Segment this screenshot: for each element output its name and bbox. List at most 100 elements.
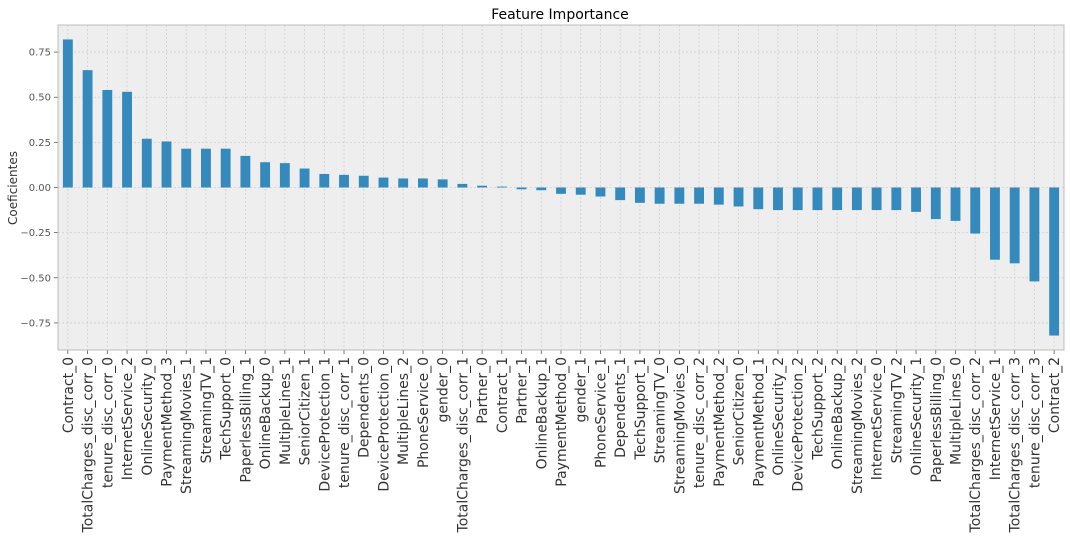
bar [1009, 187, 1020, 264]
x-tick-label: Contract_0 [61, 357, 77, 433]
bar [694, 187, 705, 204]
x-tick-label: SeniorCitizen_1 [298, 357, 314, 465]
bar [634, 187, 645, 203]
bar [82, 70, 93, 188]
bar [1029, 187, 1040, 282]
x-tick-label: InternetService_1 [988, 357, 1004, 480]
x-tick-label: TechSupport_2 [810, 357, 826, 461]
bar [930, 187, 941, 220]
chart-title: Feature Importance [491, 7, 629, 23]
x-tick-label: tenure_disc_corr_2 [692, 357, 708, 488]
bar [773, 187, 783, 211]
x-tick-label: PhoneService_0 [416, 357, 432, 468]
x-tick-label: PaymentMethod_0 [554, 357, 570, 487]
x-tick-label: PaperlessBilling_1 [238, 357, 254, 483]
x-tick-label: Dependents_1 [613, 357, 629, 458]
x-tick-label: TotalCharges_disc_corr_1 [455, 357, 471, 533]
bar [201, 148, 211, 188]
bar [950, 187, 961, 221]
x-tick-label: PaymentMethod_1 [751, 357, 767, 487]
bar [417, 178, 428, 188]
x-tick-label: OnlineSecurity_1 [909, 357, 925, 476]
x-tick-label: tenure_disc_corr_3 [1027, 357, 1043, 488]
x-tick-label: PaymentMethod_2 [712, 357, 728, 487]
x-tick-label: Dependents_0 [357, 357, 373, 458]
bar [319, 173, 330, 188]
x-tick-label: SeniorCitizen_0 [732, 357, 748, 465]
y-axis-label: Coeficientes [6, 151, 20, 225]
bar [437, 179, 448, 188]
x-tick-label: MultipleLines_2 [396, 357, 412, 465]
bar [240, 155, 251, 188]
y-tick-label: 0.50 [29, 93, 51, 104]
bar [181, 148, 192, 188]
x-tick-label: TotalCharges_disc_corr_0 [81, 357, 97, 533]
x-tick-label: gender_1 [574, 357, 590, 423]
bar [674, 187, 685, 204]
x-tick-label: StreamingTV_2 [889, 357, 905, 463]
x-tick-label: TechSupport_1 [633, 357, 649, 461]
bar [556, 187, 566, 194]
y-tick-label: 0.00 [29, 183, 51, 194]
bar [970, 187, 981, 234]
bar [615, 187, 626, 201]
bar [477, 185, 488, 188]
bar [595, 187, 606, 197]
bar [911, 187, 921, 212]
y-tick-label: 0.75 [29, 48, 51, 59]
bar [62, 39, 73, 188]
bar [279, 163, 290, 188]
x-tick-label: OnlineBackup_0 [258, 357, 274, 469]
x-tick-label: TotalCharges_disc_corr_3 [1008, 357, 1024, 533]
bar [1049, 187, 1060, 336]
bar [753, 187, 764, 210]
bar [339, 174, 349, 188]
bar [792, 187, 803, 211]
bar [122, 91, 132, 188]
y-tick-label: 0.25 [29, 138, 51, 149]
bar [102, 90, 113, 188]
x-tick-label: StreamingMovies_0 [672, 357, 688, 494]
bar [536, 187, 547, 191]
bar [871, 187, 882, 211]
x-tick-label: Partner_0 [475, 357, 491, 424]
x-tick-label: InternetService_0 [870, 357, 886, 480]
bar [733, 187, 744, 207]
bar [654, 187, 665, 204]
y-ticks: −0.75 −0.50 −0.25 0.00 0.25 0.50 0.75 [20, 48, 58, 329]
bar [832, 187, 843, 211]
x-tick-label: DeviceProtection_1 [317, 357, 333, 492]
x-tick-label: MultipleLines_1 [278, 357, 294, 465]
x-tick-label: TechSupport_0 [219, 357, 235, 461]
bar [891, 187, 902, 211]
x-tick-label: MultipleLines_0 [949, 357, 965, 465]
y-tick-label: −0.75 [20, 318, 51, 329]
x-tick-label: StreamingTV_1 [199, 357, 215, 463]
x-tick-label: PaperlessBilling_0 [929, 357, 945, 483]
bar [299, 168, 310, 188]
x-ticks: Contract_0 TotalCharges_disc_corr_0 tenure… [61, 350, 1063, 533]
x-tick-label: OnlineBackup_1 [534, 357, 550, 469]
y-tick-label: −0.50 [20, 273, 51, 284]
x-tick-label: StreamingMovies_1 [179, 357, 195, 494]
x-tick-label: tenure_disc_corr_0 [100, 357, 116, 488]
x-tick-label: InternetService_2 [120, 357, 136, 480]
x-tick-label: StreamingTV_0 [653, 357, 669, 463]
bars [62, 39, 1060, 336]
bar [220, 148, 231, 188]
x-tick-label: tenure_disc_corr_1 [337, 357, 353, 488]
bar [496, 186, 507, 188]
x-tick-label: TotalCharges_disc_corr_2 [968, 357, 984, 533]
bar [378, 177, 389, 188]
x-tick-label: Partner_1 [515, 357, 531, 424]
bar [812, 187, 823, 211]
bar [260, 162, 271, 188]
x-tick-label: DeviceProtection_2 [791, 357, 807, 492]
x-tick-label: Contract_2 [1047, 357, 1063, 433]
bar [457, 183, 468, 188]
x-tick-label: OnlineSecurity_2 [771, 357, 787, 476]
x-tick-label: gender_0 [436, 357, 452, 423]
x-tick-label: PhoneService_1 [593, 357, 609, 468]
bar [398, 178, 409, 188]
